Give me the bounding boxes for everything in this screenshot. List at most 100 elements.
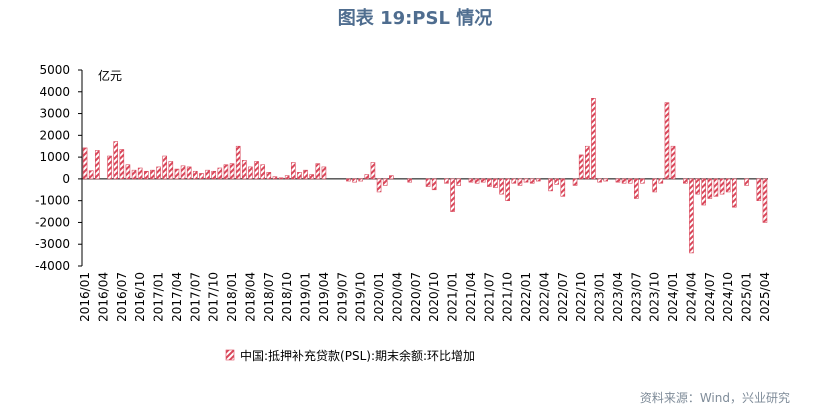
x-tick-label: 2021/10 xyxy=(501,272,515,322)
x-tick-label: 2021/04 xyxy=(464,272,478,322)
bar xyxy=(260,164,265,180)
y-tick-label: 4000 xyxy=(39,85,70,99)
bar xyxy=(487,178,492,187)
bar xyxy=(321,166,327,180)
bar xyxy=(119,149,125,180)
bar xyxy=(523,178,529,183)
bar xyxy=(652,178,657,193)
bar xyxy=(168,161,174,180)
bar xyxy=(95,150,100,180)
x-tick-label: 2023/01 xyxy=(593,272,607,322)
x-tick-label: 2022/10 xyxy=(574,272,588,322)
bar xyxy=(664,102,670,180)
bar xyxy=(425,178,431,187)
x-tick-label: 2024/04 xyxy=(684,272,698,322)
bar xyxy=(762,178,768,223)
bar xyxy=(217,167,223,180)
bar xyxy=(211,170,216,180)
bar xyxy=(468,178,474,183)
bar xyxy=(480,178,486,183)
bar xyxy=(309,174,314,180)
x-tick-label: 2016/07 xyxy=(115,272,129,322)
x-tick-label: 2019/01 xyxy=(299,272,313,322)
bar xyxy=(180,165,186,180)
bar xyxy=(248,166,253,180)
bar xyxy=(303,169,308,180)
x-tick-label: 2021/07 xyxy=(482,272,496,322)
bar xyxy=(156,166,161,180)
bar xyxy=(670,145,676,180)
bar xyxy=(493,178,498,188)
y-tick-label: 1000 xyxy=(39,150,70,164)
x-tick-label: 2017/07 xyxy=(188,272,202,322)
bar xyxy=(229,163,235,180)
bar xyxy=(199,173,204,180)
x-tick-label: 2022/07 xyxy=(556,272,570,322)
bar xyxy=(278,177,284,180)
bar xyxy=(450,178,455,212)
bar xyxy=(444,178,449,184)
y-tick-label: -4000 xyxy=(35,259,70,273)
legend-swatch xyxy=(225,349,235,361)
x-tick-label: 2022/04 xyxy=(537,272,551,322)
bar xyxy=(235,145,241,180)
bar xyxy=(131,169,137,180)
x-tick-label: 2023/07 xyxy=(629,272,643,322)
bar xyxy=(585,145,590,180)
x-tick-label: 2025/04 xyxy=(758,272,772,322)
bar xyxy=(242,160,247,180)
bar xyxy=(456,178,461,186)
bar xyxy=(297,172,302,180)
x-tick-label: 2017/10 xyxy=(207,272,221,322)
bar xyxy=(499,178,504,195)
bar xyxy=(315,163,321,180)
x-tick-label: 2016/04 xyxy=(96,272,110,322)
x-tick-label: 2022/01 xyxy=(519,272,533,322)
bar xyxy=(640,178,645,184)
x-tick-label: 2019/10 xyxy=(354,272,368,322)
bar xyxy=(162,155,167,180)
x-tick-label: 2020/04 xyxy=(390,272,404,322)
x-tick-label: 2017/01 xyxy=(152,272,166,322)
bar xyxy=(407,178,412,183)
bar xyxy=(193,170,198,180)
bar xyxy=(560,178,566,197)
bar xyxy=(284,175,290,180)
bar xyxy=(266,172,272,180)
bar xyxy=(137,167,143,180)
bar xyxy=(554,178,559,185)
bar xyxy=(186,166,192,180)
bar xyxy=(744,178,749,186)
bar xyxy=(701,178,706,206)
bar xyxy=(223,164,229,180)
bar xyxy=(529,178,535,184)
x-tick-label: 2018/10 xyxy=(280,272,294,322)
bar xyxy=(358,178,363,182)
bar xyxy=(174,168,180,180)
bar xyxy=(627,178,633,184)
bar xyxy=(370,162,376,180)
chart-title: 图表 19:PSL 情况 xyxy=(338,7,492,29)
bar xyxy=(572,178,578,186)
bar xyxy=(603,178,608,182)
bar xyxy=(719,178,725,195)
bar xyxy=(144,170,149,180)
bar xyxy=(150,169,155,180)
bar xyxy=(695,178,700,195)
bar xyxy=(658,178,664,184)
bar xyxy=(548,178,553,192)
bar xyxy=(376,178,382,193)
bar xyxy=(254,161,259,180)
y-tick-label: -3000 xyxy=(35,237,70,251)
y-tick-label: -2000 xyxy=(35,215,70,229)
x-tick-label: 2016/10 xyxy=(133,272,147,322)
bar xyxy=(536,178,541,182)
bar xyxy=(82,147,88,180)
bar xyxy=(597,178,602,183)
y-tick-label: 5000 xyxy=(39,63,70,77)
x-tick-label: 2023/04 xyxy=(611,272,625,322)
x-tick-label: 2020/01 xyxy=(372,272,386,322)
bar xyxy=(113,141,118,180)
x-tick-label: 2023/10 xyxy=(648,272,662,322)
